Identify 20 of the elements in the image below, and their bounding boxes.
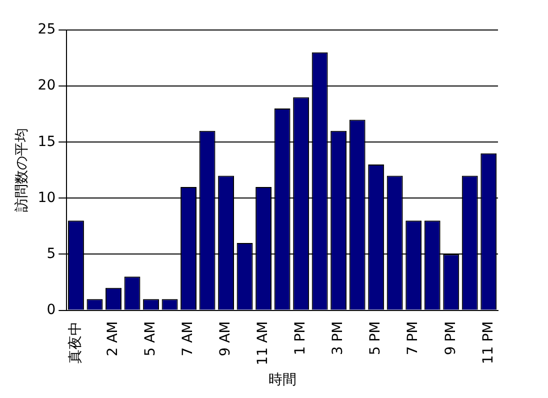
x-tick-label: 7 PM <box>405 321 422 356</box>
x-tick-label: 3 PM <box>330 321 346 356</box>
y-tick-label: 25 <box>38 22 56 38</box>
x-tick-label: 1 PM <box>292 321 309 356</box>
x-tick-label: 2 AM <box>105 321 122 356</box>
x-tick-label: 11 AM <box>255 321 272 366</box>
x-tick-label: 11 PM <box>480 321 496 364</box>
x-tick-label: 5 PM <box>368 321 384 356</box>
y-tick-label: 10 <box>38 190 56 206</box>
x-tick-label: 5 AM <box>142 321 159 356</box>
x-tick-label: 9 PM <box>442 321 459 356</box>
x-axis-title: 時間 <box>268 372 296 388</box>
y-tick-label: 5 <box>46 246 56 262</box>
x-tick-label: 9 AM <box>218 321 234 356</box>
y-tick-label: 20 <box>38 78 56 94</box>
y-tick-label: 0 <box>46 302 56 318</box>
x-tick-label: 真夜中 <box>68 321 84 364</box>
x-tick-label: 7 AM <box>180 321 196 356</box>
y-axis-title: 訪問数の平均 <box>14 128 30 212</box>
y-tick-label: 15 <box>38 134 56 150</box>
